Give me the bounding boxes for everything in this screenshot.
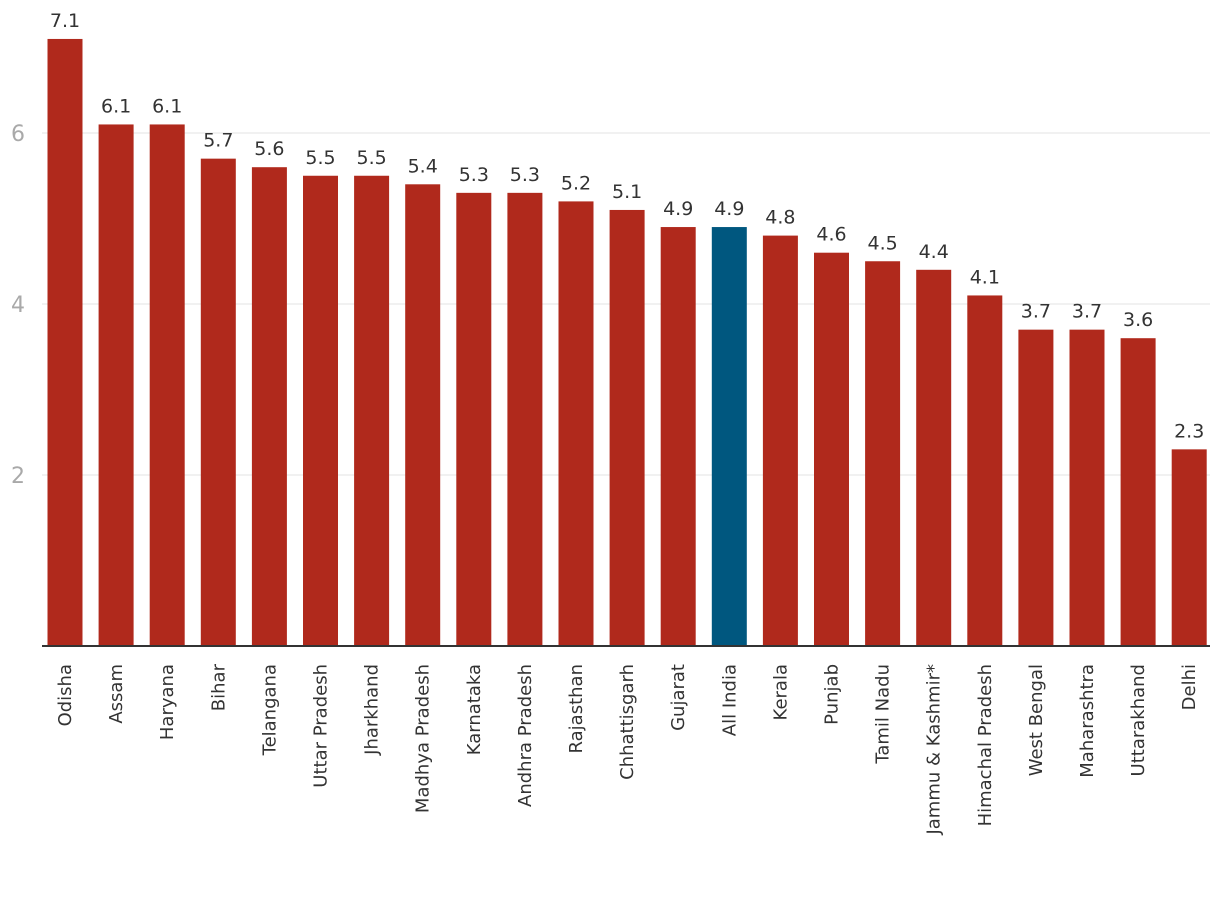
value-label: 4.9 [663,198,693,220]
bar-jharkhand [354,175,390,646]
value-label: 7.1 [50,10,80,32]
bar-andhra-pradesh [507,192,543,646]
value-label: 5.3 [459,164,489,186]
category-label: Telangana [259,664,280,756]
y-tick-label: 2 [11,464,25,489]
value-label: 3.7 [1021,301,1051,323]
value-label: 4.4 [919,241,949,263]
bar-tamil-nadu [865,261,901,646]
bar-rajasthan [558,201,594,646]
y-axis-ticks: 2 4 6 [11,122,25,489]
category-label: Gujarat [668,664,689,731]
category-label: Himachal Pradesh [975,664,996,826]
category-label: West Bengal [1026,664,1047,776]
category-label: Kerala [770,664,791,720]
bar-jammu-kashmir [916,269,952,646]
bar-delhi [1171,449,1207,646]
category-label: Odisha [55,664,76,726]
category-label: Uttarakhand [1128,664,1149,776]
bar-uttar-pradesh [303,175,338,646]
bar-karnataka [456,192,492,646]
value-label: 4.1 [970,266,1000,288]
value-label: 5.2 [561,172,591,194]
value-label: 5.6 [254,138,284,160]
value-label: 5.1 [612,181,642,203]
value-label: 4.8 [765,207,795,229]
category-label: Tamil Nadu [873,664,894,765]
bar-chhattisgarh [609,209,645,646]
value-label: 2.3 [1174,420,1204,442]
value-label: 6.1 [152,95,182,117]
bar-madhya-pradesh [405,184,441,647]
category-label: Madhya Pradesh [413,664,434,813]
bar-west-bengal [1018,329,1054,646]
category-label: Assam [106,664,127,724]
category-labels: Odisha Assam Haryana Bihar Telangana Uttar Pr… [55,663,1200,835]
bar-assam [98,124,134,646]
value-label: 5.5 [356,147,386,169]
category-label: Rajasthan [566,664,587,753]
category-label: Uttar Pradesh [311,664,332,788]
bar-telangana [251,167,287,646]
value-label: 3.7 [1072,301,1102,323]
bars [47,38,1207,647]
category-label: Haryana [157,664,178,740]
category-label: Jammu & Kashmir* [924,664,945,836]
category-label: Karnataka [464,664,485,755]
value-labels: 7.1 6.1 6.1 5.7 5.6 5.5 5.5 5.4 5.3 5.3 5.2 5.1 4.9 4… [50,10,1204,442]
value-label: 3.6 [1123,309,1153,331]
value-label: 6.1 [101,95,131,117]
category-label: Jharkhand [362,664,383,756]
category-label: Delhi [1179,664,1200,710]
bar-gujarat [660,227,696,647]
value-label: 4.9 [714,198,744,220]
value-label: 4.5 [867,232,897,254]
bar-haryana [149,124,185,646]
y-tick-label: 6 [11,122,25,147]
bar-maharashtra [1069,329,1105,646]
category-label: Maharashtra [1077,664,1098,778]
bar-kerala [762,235,798,646]
category-label: Chhattisgarh [617,664,638,780]
value-label: 5.4 [408,155,438,177]
value-label: 4.6 [816,224,846,246]
bar-odisha [47,38,83,646]
value-label: 5.7 [203,130,233,152]
value-label: 5.5 [305,147,335,169]
bar-himachal-pradesh [967,295,1003,646]
category-label: All India [719,664,740,736]
category-label: Punjab [822,664,843,725]
bar-punjab [814,252,849,646]
bar-all-india [711,227,747,647]
y-tick-label: 4 [11,293,25,318]
bar-bihar [200,158,236,646]
bar-uttarakhand [1120,338,1156,646]
value-label: 5.3 [510,164,540,186]
category-label: Bihar [208,663,229,711]
category-label: Andhra Pradesh [515,664,536,807]
